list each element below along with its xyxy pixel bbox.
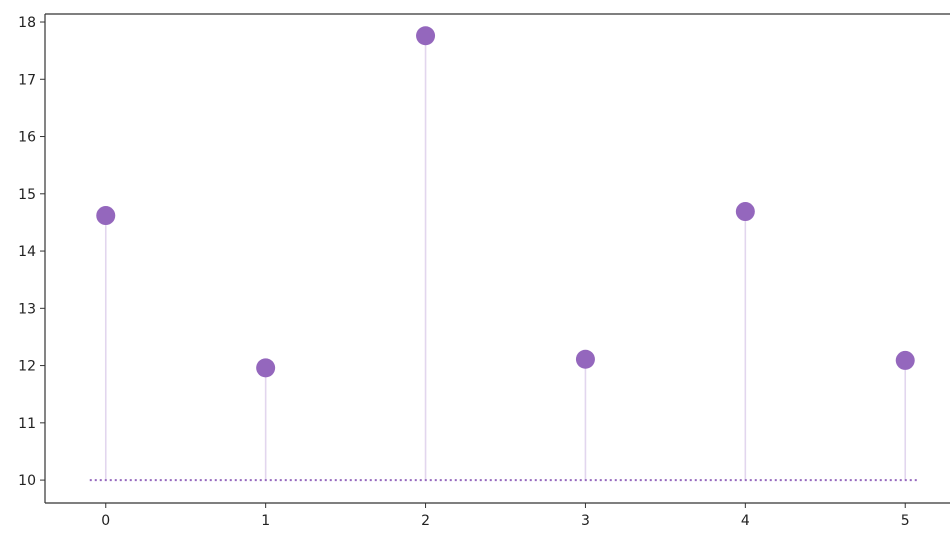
stem-marker [96, 206, 116, 226]
y-tick-label: 18 [18, 15, 36, 31]
plot-area [45, 14, 950, 503]
stem-markers [96, 26, 915, 378]
x-axis-ticks: 0 1 2 3 4 5 [101, 503, 910, 529]
stem-marker [256, 358, 276, 378]
y-tick-label: 11 [18, 416, 36, 432]
stem-lines [104, 35, 907, 481]
x-tick-label: 5 [901, 513, 910, 529]
x-tick-label: 3 [581, 513, 590, 529]
y-tick-label: 14 [18, 244, 36, 260]
x-tick-label: 0 [101, 513, 110, 529]
stem-marker [895, 350, 915, 370]
x-tick-label: 1 [261, 513, 270, 529]
y-tick-label: 16 [18, 130, 36, 146]
y-tick-label: 12 [18, 359, 36, 375]
stem-marker [735, 202, 755, 222]
y-tick-label: 17 [18, 72, 36, 88]
x-tick-label: 4 [741, 513, 750, 529]
y-tick-label: 10 [18, 473, 36, 489]
y-axis-ticks: 10 11 12 13 14 15 16 17 18 [18, 15, 45, 489]
y-tick-label: 13 [18, 301, 36, 317]
stem-marker [575, 349, 595, 369]
x-tick-label: 2 [421, 513, 430, 529]
stem-marker [416, 26, 436, 46]
y-tick-label: 15 [18, 187, 36, 203]
